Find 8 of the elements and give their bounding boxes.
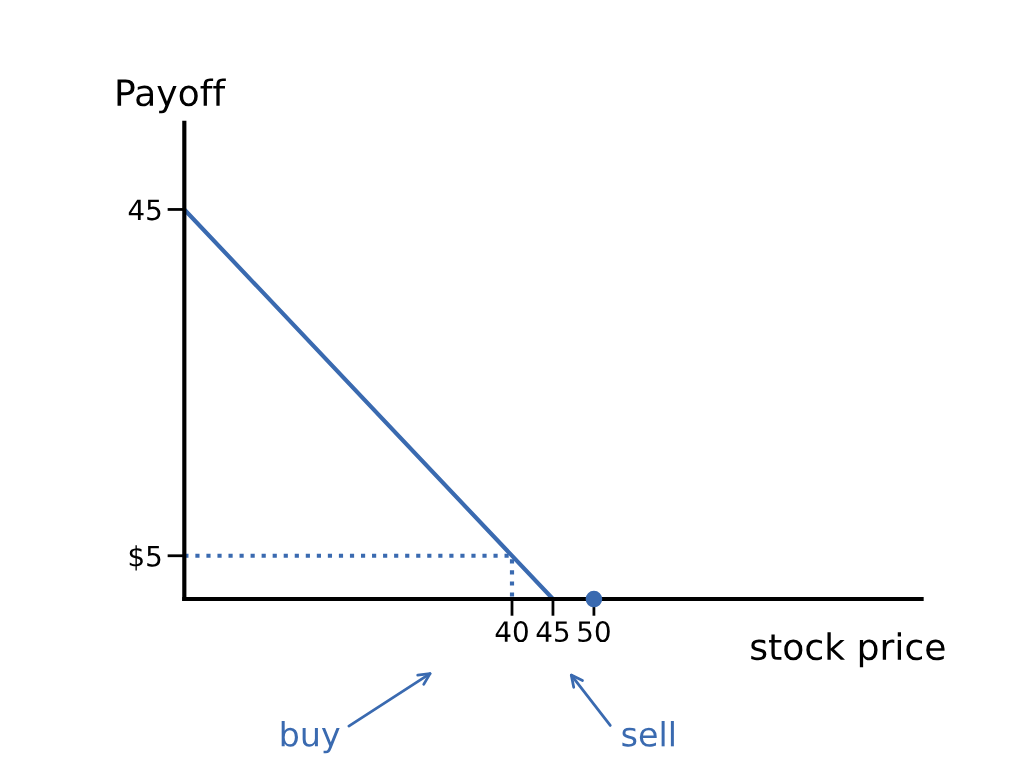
text: sell bbox=[622, 721, 674, 747]
text: buy bbox=[281, 721, 340, 754]
x-tick-label: 40 bbox=[495, 621, 528, 643]
x-tick-label: 50 bbox=[578, 621, 610, 643]
y-axis-title: Payoff bbox=[117, 78, 226, 114]
x-axis-title: stock price bbox=[751, 632, 945, 668]
x-tick-label: 45 bbox=[536, 621, 569, 643]
y-tick-label: $5 bbox=[129, 545, 161, 571]
